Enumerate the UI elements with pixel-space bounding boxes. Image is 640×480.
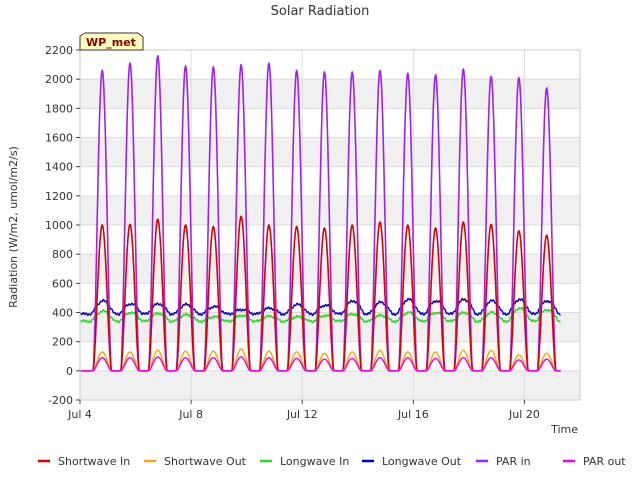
y-tick-label: 1600	[45, 132, 73, 145]
x-tick-label: Jul 20	[508, 408, 540, 421]
x-axis-ticks: Jul 4 Jul 8 Jul 12 Jul 16 Jul 20	[67, 400, 540, 421]
series-line-longwave-in	[79, 306, 561, 324]
y-tick-label: 1200	[45, 190, 73, 203]
background-band	[80, 166, 580, 196]
legend-label: Shortwave Out	[164, 455, 247, 468]
legend-label: Shortwave In	[58, 455, 130, 468]
y-tick-label: 400	[52, 307, 73, 320]
background-band	[80, 79, 580, 109]
x-tick-label: Jul 16	[397, 408, 429, 421]
y-tick-label: 2200	[45, 44, 73, 57]
series-lines	[79, 54, 561, 372]
x-tick-label: Jul 4	[67, 408, 92, 421]
legend-label: PAR out	[583, 455, 626, 468]
series-line-par-out	[79, 356, 561, 372]
y-tick-label: 600	[52, 277, 73, 290]
legend-label: Longwave In	[280, 455, 349, 468]
legend: Shortwave In Shortwave Out Longwave In Long…	[38, 455, 626, 468]
legend-label: Longwave Out	[382, 455, 462, 468]
site-label: WP_met	[86, 36, 136, 49]
x-axis-label: Time	[550, 423, 578, 436]
y-tick-label: -200	[48, 394, 73, 407]
x-tick-label: Jul 8	[178, 408, 203, 421]
y-tick-label: 1000	[45, 219, 73, 232]
x-tick-label: Jul 12	[286, 408, 318, 421]
chart-title: Solar Radiation	[271, 4, 370, 19]
background-band	[80, 108, 580, 138]
y-tick-label: 1400	[45, 161, 73, 174]
series-line-longwave-out	[79, 297, 561, 317]
y-axis-ticks: -200 0 200 400 600 800 1000 1200 1400 1600 1800 200…	[45, 44, 80, 407]
y-tick-label: 2000	[45, 73, 73, 86]
y-tick-label: 0	[66, 365, 73, 378]
background-band	[80, 137, 580, 167]
y-tick-label: 800	[52, 248, 73, 261]
background-band	[80, 50, 580, 80]
site-label-box: WP_met	[79, 32, 144, 51]
legend-label: PAR in	[496, 455, 531, 468]
y-axis-label: Radiation (W/m2, umol/m2/s)	[7, 146, 20, 308]
background-band	[80, 370, 580, 400]
y-tick-label: 1800	[45, 102, 73, 115]
y-tick-label: 200	[52, 336, 73, 349]
